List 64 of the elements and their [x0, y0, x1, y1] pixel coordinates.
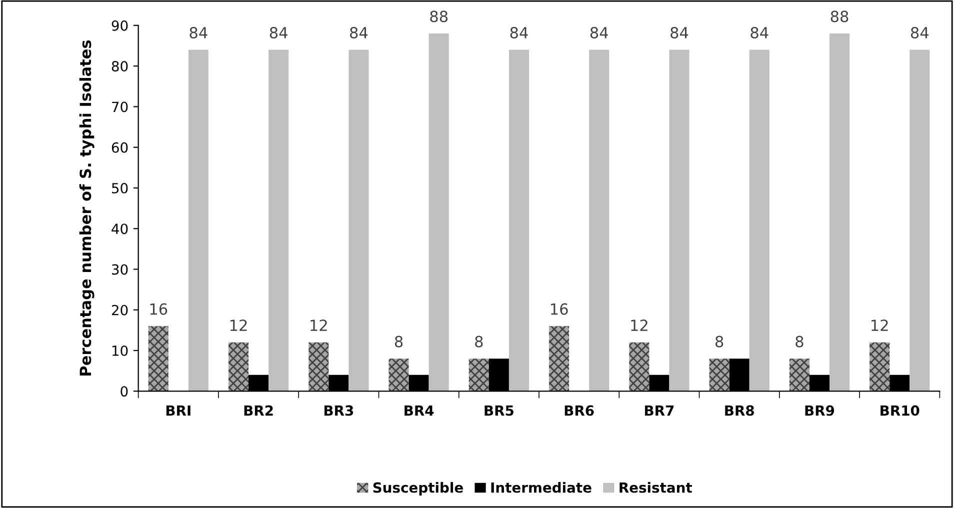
- data-label: 88: [430, 10, 448, 22]
- data-label: 84: [750, 26, 768, 38]
- y-tick-label: 60: [112, 142, 128, 153]
- x-tick-label: BR10: [880, 405, 920, 416]
- bar: [910, 50, 930, 392]
- bar: [228, 342, 249, 392]
- data-label: 16: [551, 303, 568, 315]
- bar: [549, 326, 570, 392]
- y-tick-label: 10: [112, 345, 128, 356]
- data-label: 12: [872, 320, 888, 331]
- x-tick-label: BR5: [484, 405, 514, 416]
- x-tick-label: BR3: [324, 405, 354, 416]
- y-tick-label: 70: [112, 102, 128, 112]
- data-label: 88: [830, 10, 848, 22]
- data-label: 84: [510, 26, 528, 38]
- bar: [148, 326, 168, 392]
- bar: [468, 358, 489, 392]
- bar: [669, 50, 690, 392]
- data-label: 16: [150, 303, 168, 315]
- bar: [589, 50, 610, 392]
- data-label: 84: [270, 26, 288, 38]
- bar: [629, 342, 650, 392]
- data-label: 8: [796, 336, 804, 348]
- bar: [870, 342, 890, 392]
- x-tick-label: BR6: [564, 405, 594, 416]
- x-tick-label: BR4: [404, 405, 434, 416]
- bar: [428, 34, 449, 392]
- y-tick-label: 50: [112, 182, 128, 194]
- y-tick-label: 40: [112, 224, 128, 234]
- bar: [789, 358, 810, 392]
- legend-label: Susceptible: [373, 482, 463, 496]
- y-axis-title: Percentage number of S. typhi Isolates: [79, 40, 94, 376]
- data-label: 8: [475, 336, 483, 348]
- data-label: 84: [910, 26, 929, 38]
- bar: [709, 358, 730, 392]
- data-label: 8: [394, 336, 403, 348]
- bar: [388, 358, 409, 392]
- y-tick-label: 0: [120, 386, 128, 397]
- x-tick-label: BR7: [645, 405, 674, 416]
- x-tick-label: BR2: [244, 405, 273, 416]
- bar: [348, 50, 369, 392]
- x-tick-label: BR9: [805, 405, 834, 416]
- bar: [508, 50, 529, 392]
- legend-label: Resistant: [620, 482, 692, 493]
- data-label: 84: [190, 26, 208, 38]
- x-tick-label: BRI: [166, 405, 190, 416]
- bar: [188, 50, 208, 392]
- y-tick-label: 20: [112, 304, 128, 316]
- data-label: 12: [310, 320, 327, 331]
- x-tick-label: BR8: [725, 405, 754, 416]
- bar: [308, 342, 329, 392]
- bar: [749, 50, 770, 392]
- data-label: 12: [631, 320, 648, 331]
- data-label: 84: [350, 26, 368, 38]
- legend-label: Intermediate: [491, 482, 592, 493]
- y-tick-label: 90: [112, 20, 128, 31]
- y-tick-label: 80: [112, 61, 128, 72]
- y-tick-label: 30: [112, 264, 128, 275]
- data-label: 12: [230, 320, 247, 331]
- data-label: 84: [590, 26, 608, 38]
- data-label: 84: [670, 26, 688, 38]
- bar: [830, 34, 850, 392]
- bar: [268, 50, 289, 392]
- data-label: 8: [715, 336, 724, 348]
